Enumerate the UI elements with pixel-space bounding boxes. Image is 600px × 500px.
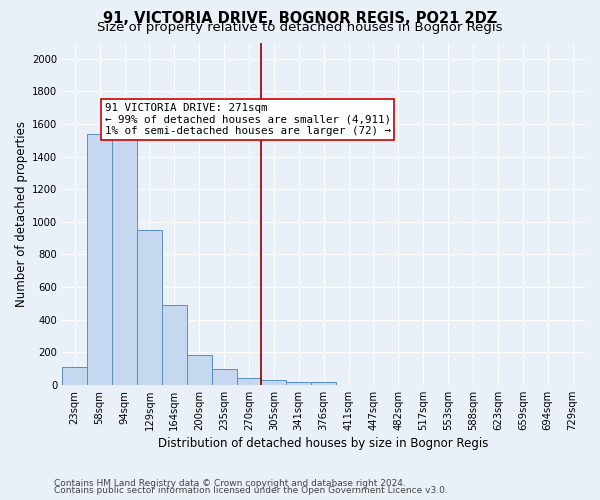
- Bar: [162, 305, 187, 385]
- Text: Contains public sector information licensed under the Open Government Licence v3: Contains public sector information licen…: [54, 486, 448, 495]
- Text: 91 VICTORIA DRIVE: 271sqm
← 99% of detached houses are smaller (4,911)
1% of sem: 91 VICTORIA DRIVE: 271sqm ← 99% of detac…: [104, 103, 391, 136]
- X-axis label: Distribution of detached houses by size in Bognor Regis: Distribution of detached houses by size …: [158, 437, 489, 450]
- Text: Size of property relative to detached houses in Bognor Regis: Size of property relative to detached ho…: [97, 21, 503, 34]
- Bar: [262, 380, 286, 385]
- Bar: [212, 368, 236, 385]
- Bar: [137, 230, 162, 385]
- Text: Contains HM Land Registry data © Crown copyright and database right 2024.: Contains HM Land Registry data © Crown c…: [54, 478, 406, 488]
- Bar: [112, 130, 137, 385]
- Bar: [236, 378, 262, 385]
- Bar: [187, 354, 212, 385]
- Y-axis label: Number of detached properties: Number of detached properties: [15, 120, 28, 306]
- Bar: [62, 367, 87, 385]
- Bar: [286, 382, 311, 385]
- Bar: [311, 382, 336, 385]
- Bar: [87, 134, 112, 385]
- Text: 91, VICTORIA DRIVE, BOGNOR REGIS, PO21 2DZ: 91, VICTORIA DRIVE, BOGNOR REGIS, PO21 2…: [103, 11, 497, 26]
